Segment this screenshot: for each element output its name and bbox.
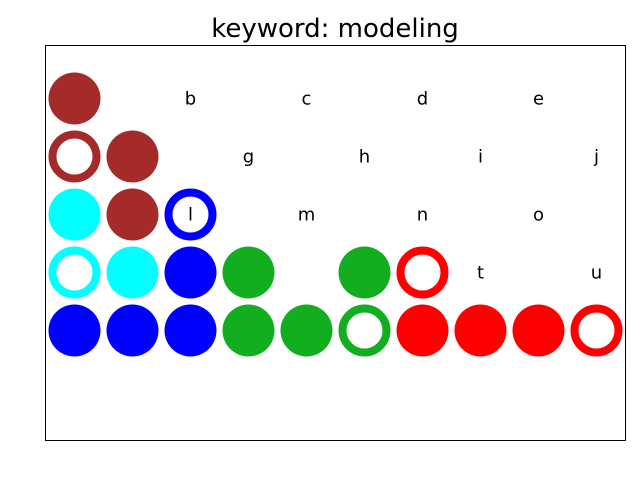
letter-label-h: h [359, 147, 370, 168]
data-point-8 [164, 246, 217, 299]
data-point-9 [222, 246, 275, 299]
data-point-11 [396, 246, 449, 299]
data-point-2 [106, 130, 159, 183]
letter-label-i: i [478, 147, 483, 168]
letter-label-j: j [593, 147, 599, 168]
data-point-3 [48, 188, 101, 241]
data-point-13 [106, 304, 159, 357]
letter-label-m: m [298, 205, 316, 226]
letter-label-b: b [185, 89, 196, 110]
data-point-10 [338, 246, 391, 299]
chart-title: keyword: modeling [211, 14, 459, 44]
plot-area-frame [45, 45, 626, 441]
letter-label-c: c [302, 89, 312, 110]
letter-label-u: u [591, 263, 602, 284]
data-point-21 [570, 304, 623, 357]
letter-label-g: g [243, 147, 254, 168]
data-point-20 [512, 304, 565, 357]
letter-label-t: t [477, 263, 484, 284]
data-point-18 [396, 304, 449, 357]
data-point-15 [222, 304, 275, 357]
letter-label-o: o [533, 205, 544, 226]
data-point-6 [48, 246, 101, 299]
letter-label-l: l [188, 205, 193, 226]
data-point-4 [106, 188, 159, 241]
letter-labels: b c d e g h i j l m n o t u [185, 89, 602, 284]
letter-label-n: n [417, 205, 428, 226]
data-point-0 [48, 72, 101, 125]
data-point-12 [48, 304, 101, 357]
data-point-14 [164, 304, 217, 357]
data-point-16 [280, 304, 333, 357]
data-point-5 [164, 188, 217, 241]
data-point-1 [48, 130, 101, 183]
data-points [48, 72, 623, 357]
letter-label-e: e [533, 89, 544, 110]
letter-label-d: d [417, 89, 428, 110]
data-point-19 [454, 304, 507, 357]
data-point-17 [338, 304, 391, 357]
data-point-7 [106, 246, 159, 299]
